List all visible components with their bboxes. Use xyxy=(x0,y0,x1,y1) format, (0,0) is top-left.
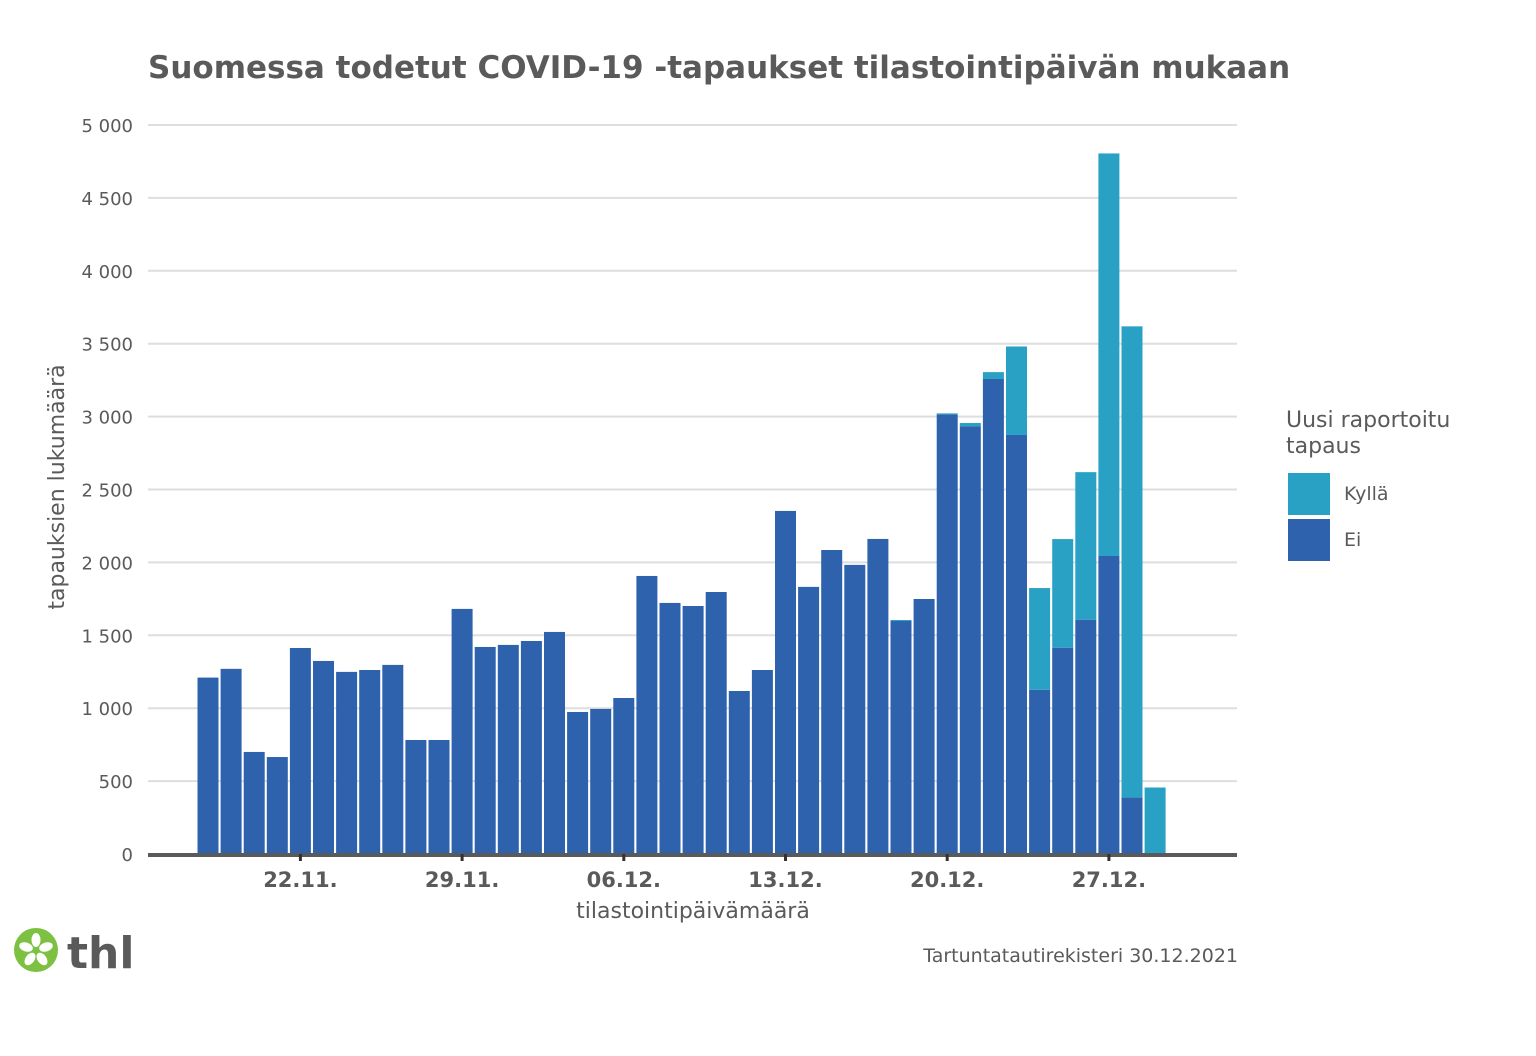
bar-ei-11.12. xyxy=(728,690,750,854)
bar-kylla-20.12. xyxy=(936,413,958,415)
y-tick-label: 1 000 xyxy=(81,699,133,720)
legend-item-kylla: Kyllä xyxy=(1288,473,1389,515)
bar-ei-09.12. xyxy=(682,605,704,854)
bar-kylla-23.12. xyxy=(1006,346,1027,435)
bar-ei-27.11. xyxy=(405,739,427,854)
bar-ei-26.12. xyxy=(1075,619,1097,854)
bar-ei-22.12. xyxy=(982,378,1004,854)
bar-ei-28.12. xyxy=(1121,797,1143,854)
bar-kylla-18.12. xyxy=(890,619,912,622)
bar-ei-15.12. xyxy=(821,550,843,854)
bar-ei-30.11. xyxy=(474,646,496,854)
bar-ei-08.12. xyxy=(659,602,681,854)
bar-kylla-25.12. xyxy=(1052,539,1074,648)
legend-item-ei: Ei xyxy=(1288,519,1361,561)
x-tick-label: 13.12. xyxy=(748,868,822,892)
x-tick-label: 20.12. xyxy=(910,868,984,892)
legend-swatch-ei xyxy=(1288,519,1330,561)
y-tick-label: 4 500 xyxy=(81,189,133,210)
bar-ei-01.12. xyxy=(497,644,519,854)
bar-ei-20.11. xyxy=(243,751,265,854)
y-tick-label: 500 xyxy=(99,772,133,793)
bar-ei-25.12. xyxy=(1052,647,1074,854)
bar-ei-02.12. xyxy=(520,640,542,854)
bar-ei-22.11. xyxy=(289,647,311,854)
legend-title: Uusi raportoitu tapaus xyxy=(1286,408,1451,459)
bar-ei-20.12. xyxy=(936,414,958,854)
y-tick-label: 4 000 xyxy=(81,262,133,283)
bar-ei-24.11. xyxy=(336,671,358,854)
bar-kylla-26.12. xyxy=(1075,472,1097,620)
legend-label-ei: Ei xyxy=(1344,529,1362,551)
bar-ei-07.12. xyxy=(636,575,658,854)
bar-kylla-27.12. xyxy=(1098,153,1120,556)
bar-ei-23.11. xyxy=(313,660,334,854)
source-caption: Tartuntatautirekisteri 30.12.2021 xyxy=(923,945,1238,967)
chart-title: Suomessa todetut COVID-19 -tapaukset til… xyxy=(148,50,1291,86)
bar-ei-13.12. xyxy=(775,510,796,854)
bar-ei-18.11. xyxy=(197,677,219,854)
x-tick-label: 29.11. xyxy=(425,868,499,892)
bar-ei-16.12. xyxy=(844,564,866,854)
bar-ei-05.12. xyxy=(590,708,612,854)
bar-ei-23.12. xyxy=(1006,434,1027,854)
bar-kylla-29.12. xyxy=(1144,787,1166,854)
y-tick-label: 3 000 xyxy=(81,408,133,429)
legend-swatch-kylla xyxy=(1288,473,1330,515)
bar-ei-10.12. xyxy=(705,591,727,854)
x-tick-label: 22.11. xyxy=(263,868,337,892)
bar-ei-04.12. xyxy=(567,711,589,854)
y-tick-label: 2 500 xyxy=(81,481,133,502)
thl-logo: thl xyxy=(14,928,134,976)
bar-ei-19.11. xyxy=(220,668,242,854)
bar-ei-29.11. xyxy=(451,608,473,854)
y-tick-label: 1 500 xyxy=(81,626,133,647)
bar-ei-03.12. xyxy=(544,631,565,854)
y-tick-label: 3 500 xyxy=(81,335,133,356)
bar-ei-25.11. xyxy=(359,670,381,854)
bar-kylla-28.12. xyxy=(1121,326,1143,798)
bar-ei-18.12. xyxy=(890,621,912,854)
bar-kylla-24.12. xyxy=(1029,588,1051,690)
bar-kylla-22.12. xyxy=(982,372,1004,379)
bar-ei-21.11. xyxy=(266,757,288,854)
bar-ei-14.12. xyxy=(798,586,820,854)
x-tick-label: 27.12. xyxy=(1072,868,1146,892)
y-tick-label: 2 000 xyxy=(81,553,133,574)
bar-ei-26.11. xyxy=(382,664,404,854)
bar-ei-27.12. xyxy=(1098,555,1120,854)
y-tick-label: 0 xyxy=(122,845,133,866)
bar-ei-19.12. xyxy=(913,598,935,854)
x-axis-label: tilastointipäivämäärä xyxy=(576,899,810,924)
bar-ei-24.12. xyxy=(1029,689,1051,854)
bar-ei-28.11. xyxy=(428,739,450,854)
x-tick-label: 06.12. xyxy=(587,868,661,892)
bar-ei-21.12. xyxy=(959,426,981,854)
y-axis-label: tapauksien lukumäärä xyxy=(45,364,70,609)
bar-ei-12.12. xyxy=(751,670,773,854)
logo-text: thl xyxy=(67,928,134,976)
bar-ei-06.12. xyxy=(613,697,635,854)
bar-ei-17.12. xyxy=(867,538,889,854)
bar-kylla-21.12. xyxy=(959,423,981,427)
y-tick-label: 5 000 xyxy=(81,116,133,137)
legend-label-kylla: Kyllä xyxy=(1344,483,1389,505)
